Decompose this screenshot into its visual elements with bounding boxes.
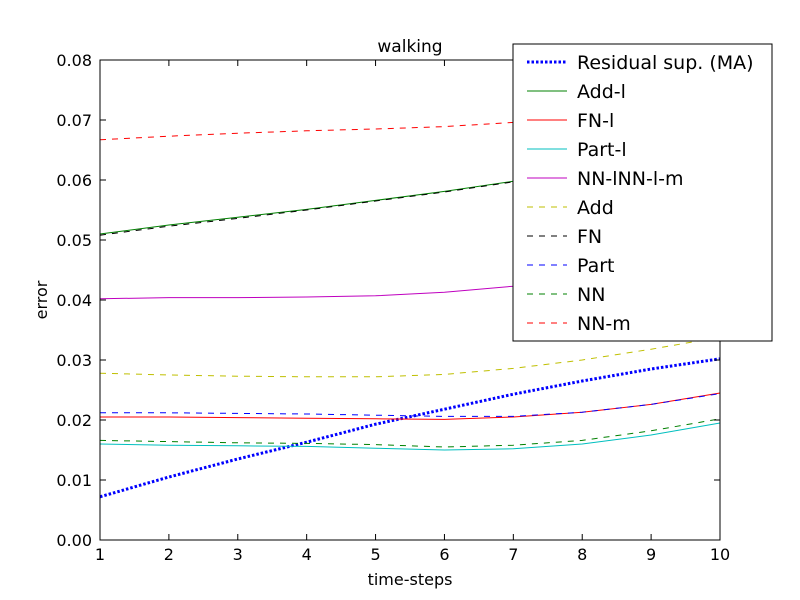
y-tick-label: 0.02 <box>56 411 92 430</box>
legend-entries: Residual sup. (MA) Add-l FN-l Part-l NN-lNN-… <box>527 52 754 335</box>
series-line-0 <box>99 357 721 499</box>
series-line-3 <box>99 422 721 451</box>
legend-box <box>512 43 773 342</box>
y-tick-label: 0.06 <box>56 171 92 190</box>
chart-title: walking <box>377 37 442 57</box>
x-tick-label: 10 <box>710 545 730 564</box>
x-tick-label: 3 <box>233 545 243 564</box>
x-tick-label: 5 <box>370 545 380 564</box>
x-tick-label: 1 <box>95 545 105 564</box>
series-line-5 <box>99 336 721 378</box>
x-tick-label: 2 <box>164 545 174 564</box>
x-tick-label: 9 <box>646 545 656 564</box>
legend-label-8: NN <box>577 284 605 306</box>
legend: Residual sup. (MA) Add-l FN-l Part-l NN-lNN-… <box>512 43 773 342</box>
y-tick-label: 0.03 <box>56 351 92 370</box>
legend-label-6: FN <box>577 226 602 248</box>
legend-label-3: Part-l <box>577 139 627 161</box>
series-line-7 <box>100 393 721 417</box>
y-tick-label: 0.07 <box>56 111 92 130</box>
x-tick-label: 8 <box>577 545 587 564</box>
y-tick-label: 0.08 <box>56 51 92 70</box>
axis-tick-labels: 1 2 3 4 5 6 7 8 9 10 0.00 0.01 0.02 0.03 0.04 0.05 0.06 0… <box>56 51 730 564</box>
legend-label-4: NN-lNN-l-m <box>577 168 684 190</box>
legend-label-7: Part <box>577 255 615 277</box>
y-tick-label: 0.04 <box>56 291 92 310</box>
y-axis-label: error <box>32 280 51 319</box>
x-axis-label: time-steps <box>368 570 453 589</box>
x-tick-label: 6 <box>439 545 449 564</box>
x-tick-label: 7 <box>508 545 518 564</box>
legend-label-0: Residual sup. (MA) <box>577 52 754 74</box>
series-line-8 <box>99 418 721 448</box>
x-tick-label: 4 <box>302 545 312 564</box>
legend-label-2: FN-l <box>577 110 614 132</box>
legend-label-5: Add <box>577 197 614 219</box>
legend-label-9: NN-m <box>577 313 631 335</box>
y-tick-label: 0.01 <box>56 471 92 490</box>
y-tick-label: 0.05 <box>56 231 92 250</box>
legend-label-1: Add-l <box>577 81 626 103</box>
y-tick-label: 0.00 <box>56 531 92 550</box>
